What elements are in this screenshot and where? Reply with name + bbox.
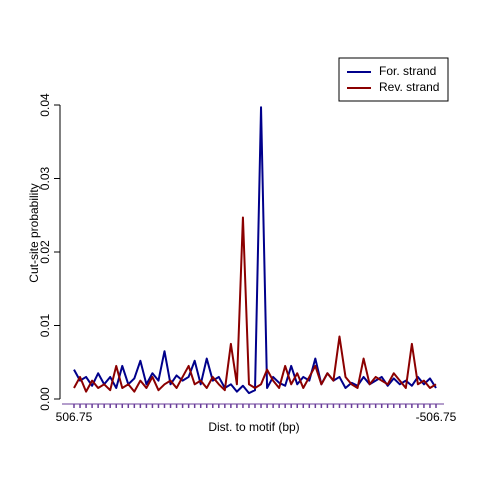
legend-label: Rev. strand bbox=[379, 80, 439, 94]
y-tick-label: 0.03 bbox=[38, 166, 52, 190]
legend-box bbox=[338, 57, 449, 102]
data-line bbox=[73, 106, 437, 395]
y-axis-label: Cut-site probability bbox=[27, 183, 41, 282]
x-tick-label: 506.75 bbox=[56, 410, 93, 424]
x-tick-label: -506.75 bbox=[416, 410, 457, 424]
x-axis-label: Dist. to motif (bp) bbox=[208, 420, 299, 434]
y-tick-label: 0.00 bbox=[38, 387, 52, 411]
y-tick-label: 0.01 bbox=[38, 313, 52, 337]
y-tick-label: 0.04 bbox=[38, 93, 52, 117]
legend-label: For. strand bbox=[379, 64, 436, 78]
y-tick-label: 0.02 bbox=[38, 240, 52, 264]
data-line bbox=[73, 216, 437, 393]
